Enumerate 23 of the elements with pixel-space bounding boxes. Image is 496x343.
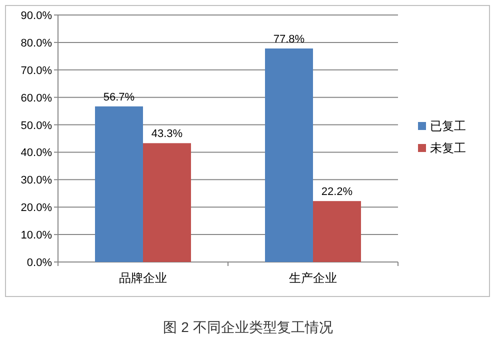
y-tick-label: 70.0% <box>20 64 52 77</box>
y-tick-label: 90.0% <box>20 10 52 22</box>
data-label: 22.2% <box>321 186 353 198</box>
bar <box>313 201 361 262</box>
data-label: 43.3% <box>151 128 183 140</box>
data-label: 77.8% <box>273 33 305 46</box>
bar <box>95 106 143 262</box>
y-tick-label: 60.0% <box>20 92 52 104</box>
y-tick-label: 30.0% <box>20 174 52 187</box>
legend-label: 已复工 <box>430 119 466 133</box>
y-tick-label: 0.0% <box>26 257 52 269</box>
y-tick-label: 80.0% <box>20 37 52 50</box>
bar <box>143 143 191 262</box>
data-label: 56.7% <box>103 91 135 104</box>
y-tick-label: 10.0% <box>20 230 52 242</box>
legend-label: 未复工 <box>430 141 466 155</box>
y-tick-label: 50.0% <box>20 120 52 132</box>
text: 图 2 不同企业类型复工情况 <box>163 319 333 335</box>
bar <box>265 48 313 262</box>
y-tick-label: 40.0% <box>20 147 52 160</box>
x-tick-label: 品牌企业 <box>119 271 167 285</box>
y-tick-label: 20.0% <box>20 202 52 214</box>
x-tick-label: 生产企业 <box>289 271 337 285</box>
